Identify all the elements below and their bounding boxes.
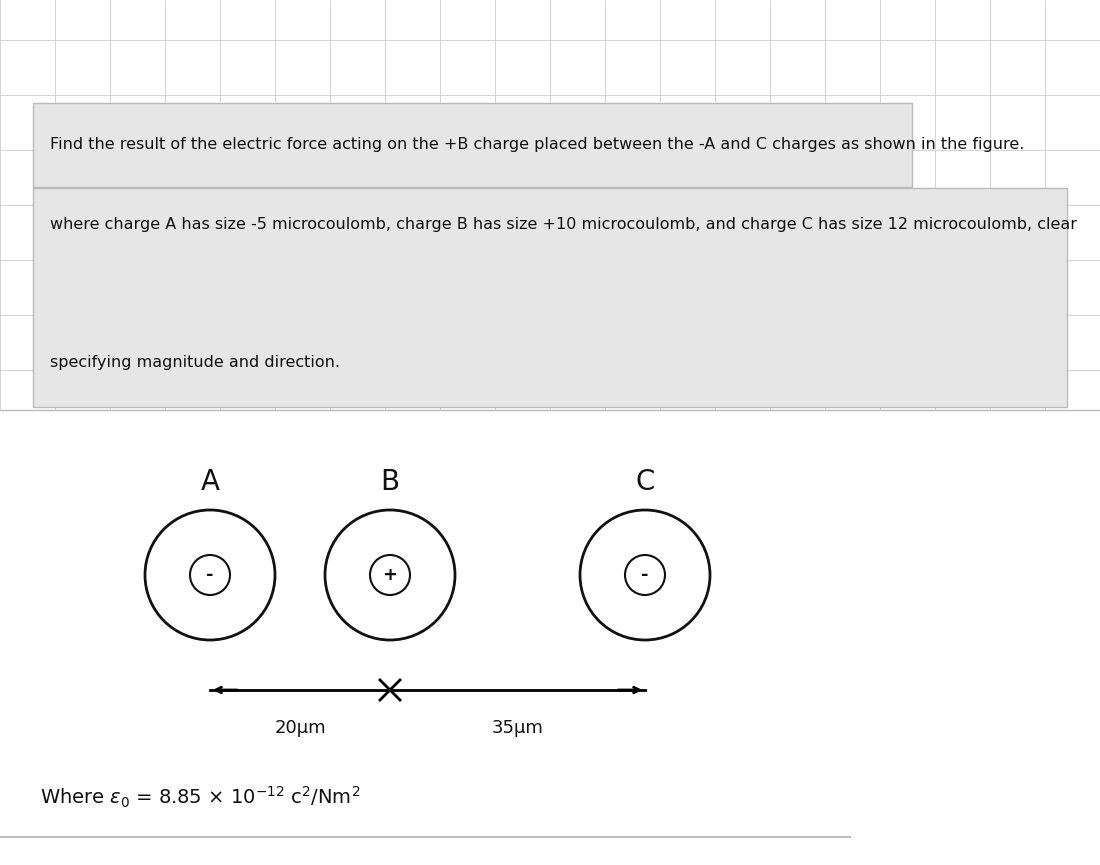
Circle shape: [625, 555, 666, 595]
Circle shape: [145, 510, 275, 640]
Circle shape: [370, 555, 410, 595]
Circle shape: [190, 555, 230, 595]
Text: Find the result of the electric force acting on the +B charge placed between the: Find the result of the electric force ac…: [50, 138, 1024, 152]
Bar: [0, 410, 1100, 865]
Text: A: A: [200, 468, 220, 496]
Text: specifying magnitude and direction.: specifying magnitude and direction.: [50, 356, 340, 370]
Text: 20μm: 20μm: [274, 719, 326, 737]
Text: where charge A has size -5 microcoulomb, charge B has size +10 microcoulomb, and: where charge A has size -5 microcoulomb,…: [50, 217, 1077, 233]
Text: C: C: [636, 468, 654, 496]
Circle shape: [580, 510, 710, 640]
Text: 35μm: 35μm: [492, 719, 543, 737]
Text: -: -: [207, 566, 213, 584]
Text: -: -: [641, 566, 649, 584]
Text: +: +: [383, 566, 397, 584]
FancyBboxPatch shape: [33, 103, 912, 187]
Text: Where $\varepsilon_0$ = 8.85 × 10$^{-12}$ c$^2$/Nm$^2$: Where $\varepsilon_0$ = 8.85 × 10$^{-12}…: [40, 785, 361, 810]
Text: B: B: [381, 468, 399, 496]
Circle shape: [324, 510, 455, 640]
FancyBboxPatch shape: [33, 188, 1067, 407]
